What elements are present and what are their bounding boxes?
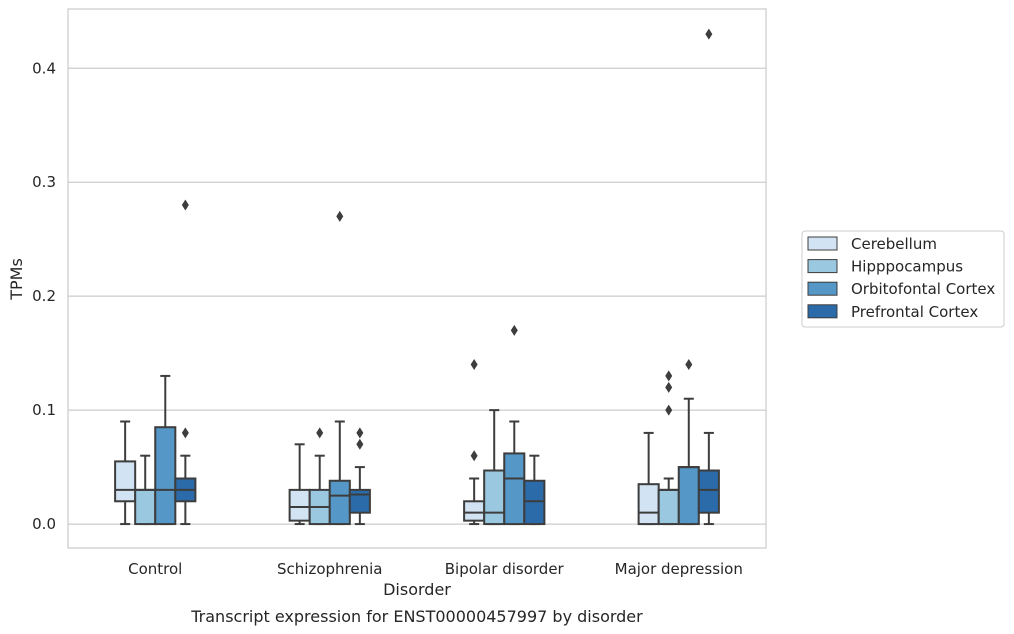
- box-prefrontal-cortex: [174, 199, 197, 526]
- legend-item: Cerebellum: [807, 235, 937, 253]
- plot-frame: [67, 8, 767, 549]
- box-iqr: [657, 488, 680, 526]
- outlier-point: [665, 370, 673, 382]
- outlier-point: [665, 381, 673, 393]
- box-iqr: [697, 469, 720, 514]
- legend-label: Orbitofontal Cortex: [851, 280, 995, 298]
- box-cerebellum: [463, 359, 486, 526]
- x-axis-label: Disorder: [383, 580, 451, 599]
- x-tick-label: Bipolar disorder: [445, 560, 565, 578]
- outlier-point: [470, 450, 478, 462]
- box-iqr: [348, 488, 371, 514]
- outlier-point: [336, 210, 344, 222]
- box-prefrontal-cortex: [697, 28, 720, 526]
- outlier-point: [356, 438, 364, 450]
- box-iqr: [637, 483, 660, 526]
- y-tick-label: 0.4: [32, 59, 56, 77]
- outlier-point: [510, 324, 518, 336]
- legend-items: Cerebellum Hipppocampus Orbitofontal Corte…: [807, 235, 995, 321]
- outlier-point: [356, 427, 364, 439]
- box-iqr: [463, 500, 486, 522]
- y-tick-label: 0.3: [32, 173, 56, 191]
- legend-swatch: [807, 304, 838, 319]
- y-tick-label: 0.0: [32, 515, 56, 533]
- outlier-point: [316, 427, 324, 439]
- outlier-point: [685, 359, 693, 371]
- box-iqr: [483, 469, 506, 526]
- y-tick-label: 0.2: [32, 287, 56, 305]
- legend-item: Hipppocampus: [807, 258, 963, 276]
- legend-item: Orbitofontal Cortex: [807, 280, 995, 298]
- box-iqr: [154, 426, 177, 526]
- legend-swatch: [807, 259, 838, 274]
- box-iqr: [114, 460, 137, 503]
- y-tick-label: 0.1: [32, 401, 56, 419]
- x-tick-labels: Control Schizophrenia Bipolar disorder Majo…: [128, 560, 743, 578]
- legend-label: Cerebellum: [851, 235, 937, 253]
- outlier-point: [705, 28, 713, 40]
- y-tick-labels: 0.0 0.1 0.2 0.3 0.4: [32, 59, 56, 533]
- box-iqr: [503, 452, 526, 526]
- box-prefrontal-cortex: [348, 427, 371, 526]
- x-tick-label: Schizophrenia: [277, 560, 382, 578]
- x-tick-label: Control: [128, 560, 182, 578]
- box-iqr: [134, 488, 157, 526]
- legend: Cerebellum Hipppocampus Orbitofontal Corte…: [801, 230, 1005, 328]
- box-iqr: [288, 488, 311, 522]
- legend-item: Prefrontal Cortex: [807, 303, 978, 321]
- box-hipppocampus: [657, 370, 680, 526]
- y-axis-label: TPMs: [7, 258, 26, 301]
- box-layer: [114, 28, 720, 526]
- box-hipppocampus: [308, 427, 331, 526]
- box-orbitofontal-cortex: [503, 324, 526, 526]
- box-cerebellum: [114, 420, 137, 526]
- box-hipppocampus: [134, 454, 157, 526]
- box-iqr: [523, 479, 546, 526]
- legend-frame: [801, 230, 1005, 328]
- outlier-point: [470, 359, 478, 371]
- box-orbitofontal-cortex: [154, 374, 177, 526]
- outlier-point: [181, 199, 189, 211]
- box-prefrontal-cortex: [523, 454, 546, 526]
- outlier-point: [181, 427, 189, 439]
- box-cerebellum: [637, 431, 660, 526]
- box-orbitofontal-cortex: [328, 210, 351, 526]
- box-orbitofontal-cortex: [677, 359, 700, 526]
- box-hipppocampus: [483, 409, 506, 526]
- box-iqr: [677, 466, 700, 526]
- x-tick-label: Major depression: [615, 560, 743, 578]
- outlier-point: [665, 404, 673, 416]
- box-iqr: [328, 479, 351, 526]
- chart-title: Transcript expression for ENST0000045799…: [190, 607, 643, 626]
- legend-swatch: [807, 236, 838, 251]
- legend-label: Hipppocampus: [851, 258, 963, 276]
- box-cerebellum: [288, 443, 311, 526]
- legend-swatch: [807, 281, 838, 296]
- legend-label: Prefrontal Cortex: [851, 303, 978, 321]
